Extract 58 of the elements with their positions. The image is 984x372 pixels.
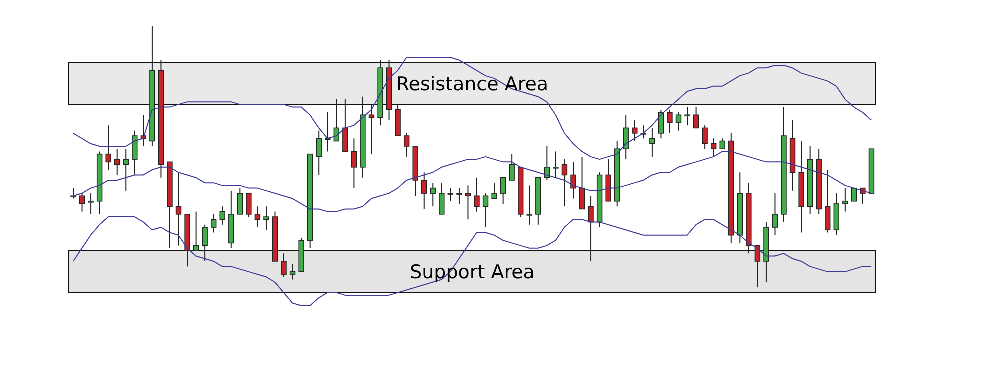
candlestick bbox=[482, 193, 489, 228]
candlestick bbox=[342, 98, 348, 152]
candlestick bbox=[842, 188, 848, 212]
candlestick bbox=[772, 193, 778, 236]
candlestick bbox=[509, 154, 515, 181]
candlestick bbox=[237, 188, 244, 215]
candlestick bbox=[693, 106, 700, 129]
candlestick bbox=[658, 109, 664, 140]
candlestick bbox=[439, 182, 445, 215]
candlestick bbox=[114, 148, 120, 176]
candlestick bbox=[570, 162, 576, 200]
candlestick bbox=[579, 156, 586, 210]
candlestick bbox=[193, 211, 200, 252]
candlestick bbox=[254, 206, 261, 228]
candlestick bbox=[825, 170, 831, 234]
candlestick bbox=[676, 112, 682, 132]
candlestick bbox=[422, 172, 428, 210]
candlestick bbox=[88, 193, 94, 215]
candlestick bbox=[202, 224, 208, 262]
candlestick bbox=[351, 138, 358, 189]
candlestick bbox=[650, 128, 656, 158]
candlestick bbox=[562, 159, 568, 208]
candlestick bbox=[246, 193, 252, 218]
candlestick bbox=[492, 182, 498, 200]
candlestick bbox=[70, 188, 76, 200]
candlestick bbox=[430, 182, 436, 208]
candlestick bbox=[526, 185, 532, 226]
candlestick bbox=[465, 185, 472, 220]
candlestick bbox=[684, 106, 690, 126]
candlestick bbox=[132, 130, 138, 176]
candlestick bbox=[368, 104, 375, 155]
candlestick bbox=[220, 206, 226, 226]
candlestick bbox=[79, 193, 86, 212]
candlestick bbox=[456, 188, 462, 204]
candlestick bbox=[702, 125, 708, 150]
candlestick bbox=[474, 177, 480, 212]
candlestick bbox=[316, 130, 322, 176]
candlestick bbox=[211, 214, 217, 234]
candlestick bbox=[281, 253, 287, 278]
candlestick bbox=[720, 138, 726, 150]
candlestick bbox=[754, 245, 761, 288]
candlestick bbox=[553, 151, 559, 178]
candlestick bbox=[544, 146, 550, 181]
candlestick bbox=[588, 196, 594, 262]
candlestick bbox=[264, 206, 270, 231]
candlestick bbox=[623, 114, 629, 160]
candlestick bbox=[123, 148, 129, 192]
candlestick bbox=[667, 109, 673, 134]
candlestick bbox=[404, 132, 410, 158]
candlestick bbox=[710, 138, 717, 158]
candlestick bbox=[448, 188, 454, 202]
candlestick bbox=[851, 188, 858, 202]
band-label: Resistance Area bbox=[396, 74, 549, 96]
candlestick bbox=[106, 125, 112, 171]
candlestick bbox=[632, 120, 638, 142]
candlestick bbox=[176, 172, 182, 246]
candlestick bbox=[500, 177, 506, 204]
candlestick bbox=[290, 264, 296, 280]
